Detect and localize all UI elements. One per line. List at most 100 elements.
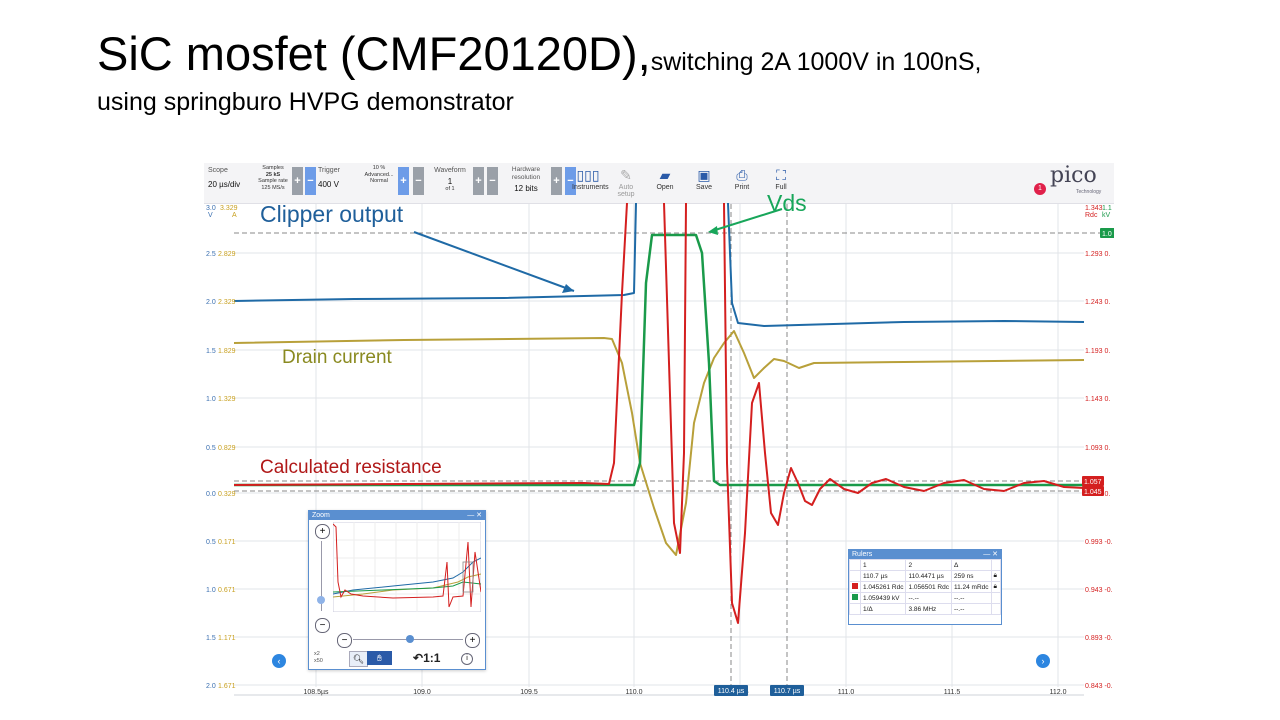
pico-logo: pico xyxy=(1050,163,1097,188)
auto-setup-button[interactable]: ✎ Auto setup xyxy=(610,166,642,198)
rulers-freq-label: 1/Δ xyxy=(859,603,907,615)
zoom-overview[interactable] xyxy=(333,522,481,612)
trigger-decrease-button[interactable]: − xyxy=(413,167,424,195)
waveform-prev-button[interactable]: − xyxy=(487,167,498,195)
trigger-label: Trigger xyxy=(318,167,340,174)
zoom-trace-red xyxy=(333,523,481,608)
plot-grid xyxy=(234,204,1100,696)
zoom-viewport-box xyxy=(462,561,474,593)
zoom-close-button[interactable]: — ✕ xyxy=(467,512,482,519)
lock-icon[interactable]: 🔒︎ xyxy=(990,581,1002,593)
annotation-clipper-output: Clipper output xyxy=(260,201,403,228)
timebase-increase-button[interactable]: − xyxy=(305,167,316,195)
scroll-left-button[interactable]: ‹ xyxy=(272,654,286,668)
trigger-mode-label: Advanced... xyxy=(364,171,394,178)
left-axis-tick-a: 0.5 xyxy=(206,445,216,452)
slide-subtitle: using springburo HVPG demonstrator xyxy=(97,88,514,116)
right-axis-tick: 1.243 0. xyxy=(1085,299,1110,306)
samples-control[interactable]: Samples 25 kS Sample rate 125 MS/s xyxy=(256,165,290,191)
scope-label: Scope xyxy=(208,167,228,174)
trigger-control[interactable]: Trigger 400 V xyxy=(318,167,354,189)
annotation-vds-text: Vds xyxy=(767,190,807,216)
zoom-in-vertical-button[interactable]: + xyxy=(315,524,330,539)
fullscreen-button[interactable]: ⛶ Full xyxy=(765,166,797,191)
zoom-vertical-slider[interactable] xyxy=(321,541,322,611)
annotation-clipper-text: Clipper output xyxy=(260,201,404,227)
annotation-arrow-clipper xyxy=(413,231,575,292)
left-axis-tick-b: 0.829 xyxy=(218,445,236,452)
zoom-out-horizontal-button[interactable]: − xyxy=(337,633,352,648)
x-axis-tick: 111.5 xyxy=(944,689,961,696)
open-button[interactable]: ▰ Open xyxy=(649,166,681,191)
rulers-panel-header[interactable]: Rulers — ✕ xyxy=(849,550,1001,559)
zoom-out-vertical-button[interactable]: − xyxy=(315,618,330,633)
pan-tool-button[interactable]: ✋︎ xyxy=(367,651,392,665)
scroll-right-button[interactable]: › xyxy=(1036,654,1050,668)
trigger-mode-control[interactable]: 10 % Advanced... Normal xyxy=(359,165,399,185)
plot-traces xyxy=(233,202,1085,624)
notification-badge[interactable]: 1 xyxy=(1034,183,1046,195)
zoom-panel[interactable]: Zoom — ✕ + − − + x2 x50 🔍︎ ✋︎ ↶1:1 i xyxy=(308,510,486,670)
slide-title-tail: switching 2A 1000V in 100nS, xyxy=(650,48,982,76)
hw-res-value: 12 bits xyxy=(514,184,538,193)
hw-res-label: Hardware resolution xyxy=(511,166,541,181)
rulers-green-delta: --.-- xyxy=(950,592,992,604)
folder-icon: ▰ xyxy=(659,167,671,183)
ruler-marker-1045: 1.045 xyxy=(1084,489,1102,496)
left-axis-tick-b: 1.671 xyxy=(218,683,236,690)
trace-clipper-output-after xyxy=(727,202,1085,327)
zoom-vertical-thumb[interactable] xyxy=(317,596,325,604)
instruments-button[interactable]: ▯▯▯ Instruments xyxy=(572,166,609,191)
undo-icon: ↶ xyxy=(413,651,424,665)
table-row: 1.045261 Rdc 1.056501 Rdc 11.24 mRdc 🔒︎ xyxy=(849,581,1002,593)
left-axis-tick-b: 0.171 xyxy=(218,539,236,546)
red-channel-swatch xyxy=(852,583,858,589)
trigger-mode-value: Normal xyxy=(370,178,388,184)
print-button[interactable]: ⎙ Print xyxy=(726,166,758,191)
sample-rate-value: 125 MS/s xyxy=(261,184,285,191)
magnify-tool-button[interactable]: 🔍︎ xyxy=(349,651,368,667)
trigger-increase-button[interactable]: + xyxy=(398,167,409,195)
instruments-icon: ▯▯▯ xyxy=(576,167,600,183)
left-axis-tick-a: 1.5 xyxy=(206,635,216,642)
chevron-left-icon: ‹ xyxy=(277,656,281,666)
rulers-close-button[interactable]: — ✕ xyxy=(983,551,998,558)
hardware-resolution-control[interactable]: Hardware resolution 12 bits xyxy=(502,166,550,193)
waveform-next-button[interactable]: + xyxy=(473,167,484,195)
samples-label: Samples xyxy=(262,165,284,171)
autosetup-label: Auto setup xyxy=(617,184,635,198)
left-axis-tick-a: 0.0 xyxy=(206,491,216,498)
waveform-value: 1 xyxy=(447,177,453,186)
scope-timebase-control[interactable]: Scope 20 µs/div xyxy=(208,167,252,189)
waveform-control[interactable]: Waveform 1 of 1 xyxy=(428,167,472,192)
timebase-value: 20 µs/div xyxy=(208,180,241,189)
trigger-pct: 10 % xyxy=(372,165,386,171)
zoom-x50: x50 xyxy=(314,658,323,664)
rulers-red-1: 1.045261 Rdc xyxy=(859,581,907,593)
zoom-title: Zoom xyxy=(312,512,330,519)
right-axis-tick: 0.993 -0. xyxy=(1085,539,1113,546)
rulers-red-2: 1.056501 Rdc xyxy=(905,581,952,593)
annotation-vds: Vds xyxy=(767,190,807,217)
zoom-horizontal-thumb[interactable] xyxy=(406,635,414,643)
table-row: 1/Δ 3.86 MHz --.-- xyxy=(849,603,1002,615)
chevron-right-icon: › xyxy=(1041,656,1045,666)
ruler-marker-top-bg xyxy=(1100,228,1114,238)
scope-toolbar: Scope 20 µs/div Samples 25 kS Sample rat… xyxy=(204,163,1114,204)
resolution-increase-button[interactable]: + xyxy=(551,167,562,195)
annotation-resistance-text: Calculated resistance xyxy=(260,457,442,478)
zoom-reset-button[interactable]: ↶1:1 xyxy=(413,651,440,665)
zoom-in-horizontal-button[interactable]: + xyxy=(465,633,480,648)
lock-icon[interactable]: 🔒︎ xyxy=(990,570,1002,582)
printer-icon: ⎙ xyxy=(736,167,748,183)
rulers-col-1: 1 xyxy=(859,559,907,571)
zoom-panel-header[interactable]: Zoom — ✕ xyxy=(309,511,485,520)
resolution-decrease-button[interactable]: − xyxy=(565,167,576,195)
rulers-time-2: 110.4471 µs xyxy=(905,570,952,582)
timebase-decrease-button[interactable]: + xyxy=(292,167,303,195)
save-button[interactable]: ▣ Save xyxy=(688,166,720,191)
info-icon[interactable]: i xyxy=(461,653,473,665)
